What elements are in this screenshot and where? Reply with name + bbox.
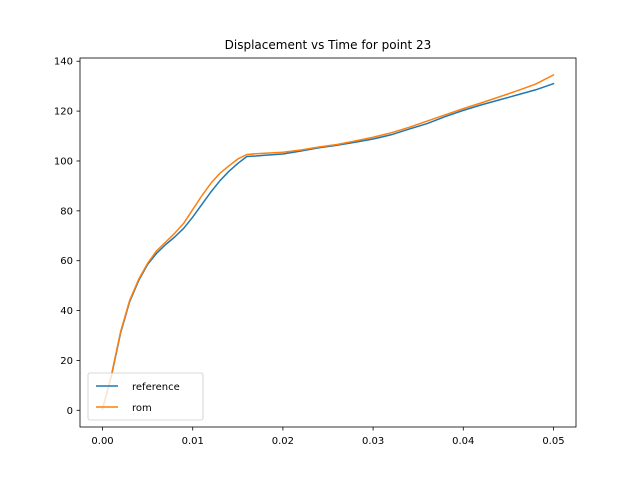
x-tick-label: 0.04 [452, 436, 474, 447]
x-tick-label: 0.01 [182, 436, 204, 447]
series-line-reference [101, 82, 555, 410]
legend-label-rom: rom [132, 403, 152, 414]
y-tick-label: 20 [60, 356, 73, 367]
plot-frame [79, 57, 577, 428]
x-tick-label: 0.02 [272, 436, 294, 447]
series-line-rom [101, 73, 555, 410]
legend: reference rom [87, 372, 204, 421]
y-tick-label: 140 [54, 57, 73, 68]
y-tick-label: 80 [60, 206, 73, 217]
series-layer [101, 73, 555, 410]
legend-box [87, 372, 204, 421]
y-tick-label: 40 [60, 306, 73, 317]
x-tick-label: 0.05 [542, 436, 564, 447]
y-tick-label: 100 [54, 156, 73, 167]
y-tick-label: 120 [54, 107, 73, 118]
y-tick-label: 60 [60, 256, 73, 267]
chart-title: Displacement vs Time for point 23 [225, 38, 432, 52]
legend-label-reference: reference [132, 382, 180, 393]
x-tick-label: 0.00 [91, 436, 113, 447]
x-tick-label: 0.03 [362, 436, 384, 447]
axes-layer: 0.00 0.01 0.02 0.03 0.04 0.05 0 20 40 60 80 100 120 1… [54, 57, 577, 447]
y-tick-label: 0 [67, 406, 73, 417]
